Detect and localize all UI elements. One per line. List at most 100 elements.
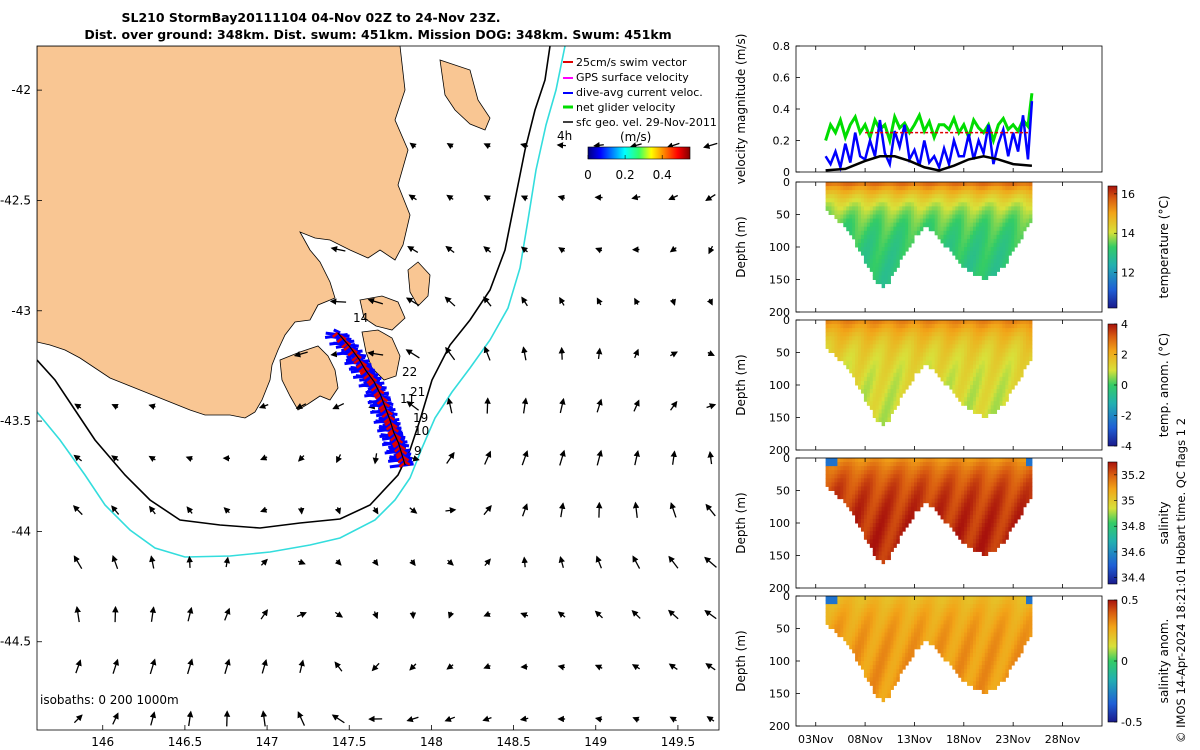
- section-cell: [887, 186, 891, 191]
- section-cell: [955, 482, 959, 487]
- section-cell: [881, 494, 886, 500]
- section-cell: [1002, 506, 1006, 512]
- section-cell: [984, 238, 989, 244]
- sfc-velocity-arrow: [557, 194, 566, 202]
- section-cell: [970, 186, 974, 191]
- section-cell: [849, 644, 853, 650]
- section-cell: [925, 600, 930, 605]
- map-y-tick-label: -43: [11, 304, 31, 318]
- section-cell: [975, 226, 980, 232]
- section-cell: [849, 332, 853, 337]
- velocity-line-dive_avg_current: [824, 101, 1034, 172]
- section-cell: [872, 409, 877, 414]
- section-cell: [884, 397, 889, 402]
- section-cell: [863, 385, 868, 390]
- section-cell: [852, 502, 856, 508]
- section-cell: [981, 267, 986, 272]
- section-cell: [925, 612, 930, 617]
- section-cell: [1005, 506, 1009, 512]
- section-cell: [852, 344, 856, 349]
- section-cell: [887, 360, 891, 366]
- section-cell: [1002, 478, 1006, 483]
- section-cell: [872, 234, 877, 240]
- section-cell: [884, 547, 889, 552]
- section-cell: [943, 596, 947, 601]
- section-cell: [937, 458, 942, 463]
- section-cell: [1028, 218, 1033, 224]
- section-cell: [1005, 259, 1009, 264]
- section-cell: [975, 247, 980, 252]
- section-cell: [846, 214, 850, 220]
- section-cell: [878, 267, 883, 272]
- sfc-velocity-arrow: [520, 246, 528, 254]
- section-cell: [928, 364, 933, 370]
- section-cell: [961, 190, 965, 195]
- section-cell: [902, 620, 906, 625]
- section-cell: [928, 336, 933, 341]
- section-cell: [887, 661, 891, 666]
- section-cell: [911, 604, 915, 609]
- section-cell: [902, 222, 906, 228]
- sfc-velocity-arrow: [332, 402, 345, 410]
- section-cell: [1028, 478, 1033, 483]
- section-cell: [928, 340, 933, 345]
- title-line2: Dist. over ground: 348km. Dist. swum: 45…: [84, 27, 671, 42]
- section-cell: [955, 616, 959, 621]
- section-cell: [878, 360, 883, 366]
- section-cell: [899, 600, 903, 605]
- section-cell: [896, 202, 900, 207]
- velocity-ylabel: velocity magnitude (m/s): [734, 34, 748, 185]
- section-cell: [849, 218, 853, 224]
- section-cell: [869, 620, 874, 625]
- section-cell: [846, 364, 850, 370]
- section-cell: [884, 360, 889, 366]
- section-cell: [863, 376, 868, 382]
- section-cell: [993, 226, 998, 232]
- swim-vector: [370, 385, 378, 392]
- section-cell: [846, 226, 850, 232]
- section-cell: [952, 604, 956, 609]
- section-cell: [1008, 247, 1012, 252]
- section-cell: [996, 405, 1000, 410]
- sfc-velocity-arrow: [484, 558, 491, 567]
- section-cell: [849, 632, 853, 638]
- section-cell: [999, 344, 1003, 349]
- section-cell: [875, 275, 880, 280]
- section-cell: [967, 251, 971, 256]
- section-cell: [890, 612, 894, 617]
- section-cell: [961, 242, 965, 248]
- section-cell: [970, 376, 974, 382]
- section-cell: [863, 389, 868, 394]
- section-cell: [840, 632, 844, 638]
- section-cell: [943, 474, 947, 479]
- section-cell: [993, 372, 998, 378]
- section-cell: [828, 478, 833, 483]
- section-cell: [881, 612, 886, 617]
- section-cell: [1011, 344, 1015, 349]
- section-cell: [943, 518, 947, 524]
- section-cell: [964, 255, 968, 260]
- section-cell: [855, 332, 859, 337]
- section-cell: [911, 344, 915, 349]
- sfc-velocity-arrow: [73, 555, 83, 570]
- swim-vector: [359, 369, 367, 376]
- section-cell: [978, 242, 983, 248]
- section-cell: [919, 466, 924, 471]
- section-cell: [916, 214, 921, 220]
- section-cell: [934, 336, 939, 341]
- section-cell: [849, 494, 853, 500]
- section-cell: [993, 198, 998, 203]
- section-cell: [984, 255, 989, 260]
- section-cell: [934, 210, 939, 215]
- dive-avg-current-vector: [333, 328, 341, 335]
- section-cell: [902, 652, 906, 658]
- section-cell: [828, 332, 833, 337]
- section-cell: [925, 324, 930, 329]
- section-cell: [946, 608, 950, 613]
- section-cell: [893, 360, 897, 366]
- section-cell: [1014, 206, 1018, 211]
- section-cell: [866, 182, 871, 187]
- section-cell: [928, 198, 933, 203]
- section-cell: [940, 364, 945, 370]
- section-cell: [955, 352, 959, 358]
